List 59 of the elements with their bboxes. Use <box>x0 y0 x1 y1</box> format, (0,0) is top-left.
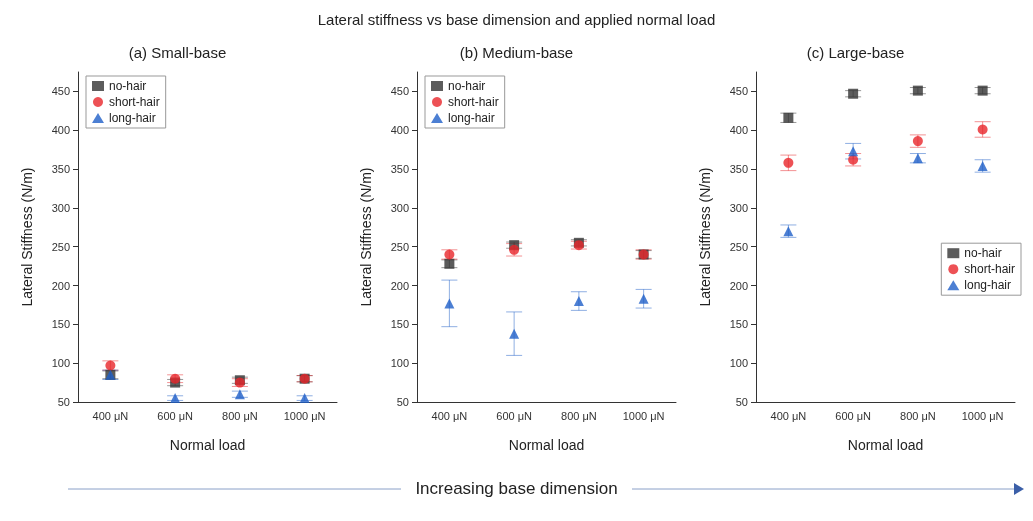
x-tick-label: 400 μN <box>92 409 129 422</box>
x-tick-label: 1000 μN <box>283 409 326 422</box>
chart-title: (a) Small-base <box>128 44 227 61</box>
text: Lateral stiffness vs base dimension and applied normal load <box>316 10 717 30</box>
x-axis-title: Normal load <box>169 437 246 453</box>
y-tick-label: 100 <box>51 357 70 370</box>
x-axis-title: Normal load <box>847 437 924 453</box>
legend-label: long-hair <box>109 111 156 125</box>
text: Increasing base dimension <box>401 479 632 499</box>
legend-label: no-hair <box>964 246 1002 261</box>
y-tick-label: 200 <box>51 279 70 292</box>
y-tick-label: 350 <box>51 163 70 176</box>
y-axis-title: Lateral Stiffness (N/m) <box>697 167 713 307</box>
legend-label: no-hair <box>448 79 486 93</box>
y-tick-label: 150 <box>729 318 748 331</box>
y-tick-label: 300 <box>51 201 70 214</box>
y-tick-label: 250 <box>729 240 748 253</box>
x-tick-label: 600 μN <box>496 409 533 422</box>
x-tick-label: 600 μN <box>835 409 872 422</box>
y-tick-label: 450 <box>51 85 70 98</box>
legend-label: short-hair <box>448 95 499 109</box>
y-tick-label: 400 <box>729 124 748 137</box>
y-axis-title: Lateral Stiffness (N/m) <box>19 167 35 307</box>
y-tick-label: 50 <box>396 396 409 408</box>
chart-title: (c) Large-base <box>806 44 905 61</box>
y-tick-label: 250 <box>51 240 70 253</box>
y-tick-label: 100 <box>729 357 748 370</box>
y-tick-label: 250 <box>390 240 409 253</box>
x-tick-label: 400 μN <box>770 409 807 422</box>
x-tick-label: 1000 μN <box>622 409 665 422</box>
y-tick-label: 200 <box>729 279 748 292</box>
x-tick-label: 800 μN <box>561 409 597 422</box>
x-tick-label: 400 μN <box>431 409 468 422</box>
chart-title: (b) Medium-base <box>459 44 574 61</box>
y-tick-label: 150 <box>390 318 409 331</box>
x-tick-label: 800 μN <box>900 409 936 422</box>
legend-label: no-hair <box>109 79 147 93</box>
x-tick-label: 800 μN <box>222 409 258 422</box>
y-tick-label: 300 <box>729 201 748 214</box>
y-tick-label: 450 <box>729 85 748 98</box>
y-tick-label: 50 <box>57 396 70 408</box>
legend-label: short-hair <box>109 95 160 109</box>
y-tick-label: 400 <box>390 124 409 137</box>
legend-label: long-hair <box>448 111 495 125</box>
y-tick-label: 150 <box>51 318 70 331</box>
y-tick-label: 300 <box>390 201 409 214</box>
y-tick-label: 100 <box>390 357 409 370</box>
y-axis-title: Lateral Stiffness (N/m) <box>358 167 374 307</box>
x-axis-title: Normal load <box>508 437 585 453</box>
y-tick-label: 200 <box>390 279 409 292</box>
legend-label: short-hair <box>964 262 1015 277</box>
y-tick-label: 400 <box>51 124 70 137</box>
legend-label: long-hair <box>964 278 1012 293</box>
y-tick-label: 450 <box>390 85 409 98</box>
x-tick-label: 1000 μN <box>961 409 1004 422</box>
y-tick-label: 350 <box>390 163 409 176</box>
x-tick-label: 600 μN <box>157 409 194 422</box>
y-tick-label: 350 <box>729 163 748 176</box>
y-tick-label: 50 <box>735 396 748 408</box>
